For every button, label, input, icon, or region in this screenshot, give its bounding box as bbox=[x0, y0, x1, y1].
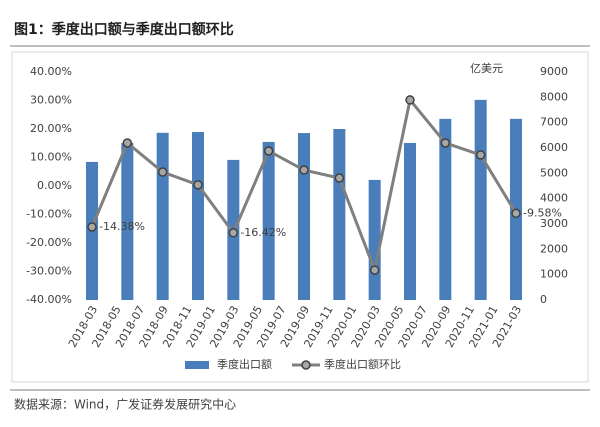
y2-tick-label: 6000 bbox=[540, 141, 568, 154]
y-tick-label: -40.00% bbox=[26, 293, 72, 306]
y-tick-label: 0.00% bbox=[37, 179, 72, 192]
line-marker bbox=[440, 138, 451, 148]
y2-tick-label: 2000 bbox=[540, 242, 568, 255]
y2-tick-label: 1000 bbox=[540, 268, 568, 281]
y-tick-label: -10.00% bbox=[26, 208, 72, 221]
line-marker bbox=[369, 265, 380, 275]
line-marker bbox=[263, 146, 274, 156]
line-marker bbox=[405, 95, 415, 105]
value-label: -9.58% bbox=[523, 206, 562, 219]
y2-tick-label: 9000 bbox=[540, 65, 568, 78]
bar bbox=[262, 141, 275, 300]
y2-tick-label: 8000 bbox=[540, 90, 568, 103]
legend-label: 季度出口额环比 bbox=[324, 357, 401, 371]
line-marker bbox=[87, 222, 97, 232]
bar bbox=[156, 132, 169, 300]
line-marker bbox=[122, 138, 133, 148]
y2-tick-label: 5000 bbox=[540, 166, 568, 179]
bar bbox=[404, 142, 416, 300]
line-marker bbox=[228, 228, 239, 238]
value-label: -14.38% bbox=[99, 220, 145, 233]
line-marker bbox=[157, 167, 168, 177]
bar bbox=[368, 179, 381, 300]
line-marker bbox=[334, 173, 345, 183]
line-marker bbox=[475, 150, 486, 160]
bar bbox=[121, 142, 134, 300]
y-tick-label: 30.00% bbox=[30, 94, 72, 107]
bar bbox=[298, 133, 310, 300]
bar bbox=[474, 99, 487, 300]
y2-tick-label: 4000 bbox=[540, 192, 568, 205]
y-tick-label: 10.00% bbox=[30, 151, 72, 164]
bar bbox=[192, 132, 204, 300]
chart-frame bbox=[11, 51, 589, 383]
line-marker bbox=[299, 165, 309, 175]
y-tick-label: 40.00% bbox=[30, 65, 72, 78]
line-marker bbox=[193, 180, 203, 190]
value-label: -16.42% bbox=[240, 226, 286, 239]
y2-axis-label: 亿美元 bbox=[470, 62, 503, 75]
bar bbox=[439, 118, 452, 300]
y-tick-label: -20.00% bbox=[26, 236, 72, 249]
line-marker bbox=[511, 208, 521, 219]
y2-tick-label: 0 bbox=[540, 293, 547, 306]
legend-label: 季度出口额 bbox=[217, 357, 272, 371]
y-tick-label: -30.00% bbox=[26, 265, 72, 278]
y2-tick-label: 3000 bbox=[540, 217, 568, 230]
bar bbox=[333, 129, 346, 300]
chart-title: 图1：季度出口额与季度出口额环比 bbox=[14, 21, 234, 38]
legend-swatch bbox=[185, 361, 209, 369]
legend-marker bbox=[301, 360, 311, 370]
y-tick-label: 20.00% bbox=[30, 122, 72, 135]
y2-tick-label: 7000 bbox=[540, 116, 568, 129]
source: 数据来源：Wind，广发证券发展研究中心 bbox=[14, 397, 236, 412]
